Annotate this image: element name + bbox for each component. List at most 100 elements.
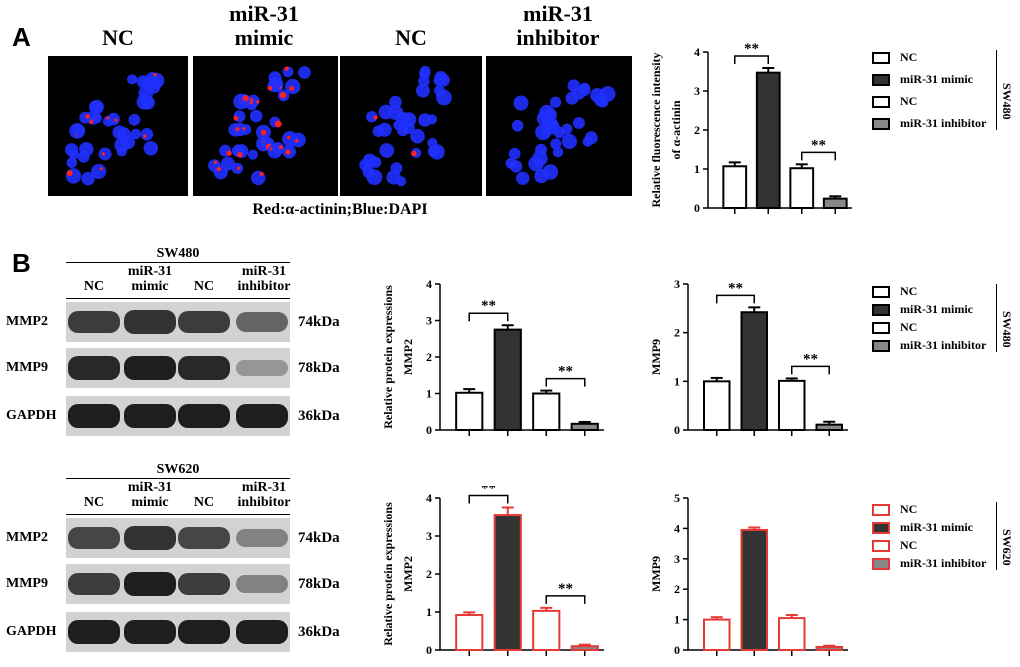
chart-mmp9-sw620: 0 1 2 3 4 5 MMP9 xyxy=(620,486,856,662)
legend-item: NC xyxy=(872,320,917,335)
nucleus-dot xyxy=(572,117,585,130)
blot-strip xyxy=(66,518,290,558)
legend-item: NC xyxy=(872,50,918,65)
y-tick-label: 2 xyxy=(426,567,432,581)
bar-chart-svg: 0 1 2 3 4 Relative fluorescence intensity of α… xyxy=(649,41,852,215)
legend-item: NC xyxy=(872,538,917,553)
blot-strip xyxy=(66,612,290,652)
bar-chart-svg: 0 1 2 3 4 Relative protein expressions MMP2 ** *… xyxy=(381,481,604,657)
blot-kda-label: 36kDa xyxy=(298,624,340,640)
blot-lane-label: miR-31 mimic xyxy=(127,264,173,294)
bar xyxy=(740,311,768,431)
y-tick-label: 0 xyxy=(674,423,680,437)
blot-band xyxy=(236,619,288,645)
blot-band xyxy=(178,310,230,334)
nucleus-dot xyxy=(78,142,94,157)
nucleus-dot xyxy=(597,96,609,108)
bar xyxy=(532,609,561,651)
bar xyxy=(703,380,731,432)
nucleus-dot xyxy=(140,128,154,141)
bar xyxy=(778,617,806,652)
blot-lane-label: NC xyxy=(193,495,215,510)
legend-swatch xyxy=(872,74,890,87)
bar-chart-svg: 0 1 2 3 4 5 MMP9 xyxy=(649,491,848,657)
nucleus-dot xyxy=(291,132,306,148)
nucleus-dot xyxy=(402,121,415,135)
nucleus-dot xyxy=(112,125,127,140)
y-axis-label: Relative protein expressions xyxy=(381,285,395,429)
nucleus-dot xyxy=(550,138,562,150)
significance-bracket xyxy=(545,377,586,387)
legend-label: miR-31 mimic xyxy=(900,72,973,86)
blot-lane-label: NC xyxy=(83,495,105,510)
bar xyxy=(815,645,843,652)
chart-mmp2-sw480: 0 1 2 3 4 Relative protein expressions MMP2 ** *… xyxy=(372,272,612,442)
actinin-dot xyxy=(242,95,249,102)
actinin-dot xyxy=(259,171,264,177)
nucleus-dot xyxy=(240,124,252,135)
legend-item: miR-31 inhibitor xyxy=(872,338,986,353)
y-tick-label: 3 xyxy=(426,529,432,543)
nucleus-dot xyxy=(584,131,598,145)
nucleus-dot xyxy=(389,95,402,109)
nucleus-dot xyxy=(549,96,562,108)
nucleus-dot xyxy=(543,118,560,135)
blot-band xyxy=(236,403,288,429)
micrograph-mimic xyxy=(193,56,338,196)
blot-kda-label: 74kDa xyxy=(298,530,340,546)
actinin-dot xyxy=(237,152,243,158)
chart-mmp9-sw480: 0 1 2 3 MMP9 ** ** xyxy=(620,272,856,442)
actinin-dot xyxy=(260,129,267,136)
legend-item: miR-31 mimic xyxy=(872,520,973,535)
y-tick-label: 0 xyxy=(694,201,700,215)
blot-band xyxy=(68,572,120,596)
nucleus-dot xyxy=(69,149,80,160)
blot-protein-label: GAPDH xyxy=(6,408,57,423)
y-axis-label: MMP9 xyxy=(649,556,663,592)
legend-swatch xyxy=(872,304,890,317)
y-tick-label: 1 xyxy=(674,374,680,388)
nucleus-dot xyxy=(372,125,385,137)
actinin-dot xyxy=(216,166,221,172)
blot-lane-line xyxy=(66,514,290,515)
actinin-dot xyxy=(226,150,232,156)
blot-strip xyxy=(66,302,290,342)
nucleus-dot xyxy=(79,111,92,124)
nucleus-dot xyxy=(415,83,430,98)
legend-item: miR-31 inhibitor xyxy=(872,116,986,131)
nucleus-dot xyxy=(542,164,559,180)
legend-swatch xyxy=(872,340,890,353)
nucleus-dot xyxy=(388,104,404,120)
bar xyxy=(532,392,561,431)
legend-label: NC xyxy=(900,50,918,64)
bar xyxy=(778,379,806,431)
actinin-dot xyxy=(373,115,378,120)
blot-lane-label: miR-31 inhibitor xyxy=(237,480,291,510)
group-label: SW620 xyxy=(1000,529,1014,566)
blot-band xyxy=(236,312,288,332)
blot-band xyxy=(178,356,230,380)
legend-label: NC xyxy=(900,94,918,108)
nucleus-dot xyxy=(509,160,523,173)
significance-bracket xyxy=(468,494,509,504)
blot-band xyxy=(178,619,230,645)
blot-kda-label: 78kDa xyxy=(298,360,340,376)
legend-item: miR-31 mimic xyxy=(872,72,973,87)
blot-strip xyxy=(66,396,290,436)
bar xyxy=(789,167,815,209)
actinin-dot xyxy=(411,150,417,157)
nucleus-dot xyxy=(91,163,107,180)
nucleus-dot xyxy=(102,115,114,127)
actinin-dot xyxy=(289,86,295,91)
y-tick-label: 4 xyxy=(694,45,700,59)
legend-item: NC xyxy=(872,502,917,517)
group-bracket-line xyxy=(996,502,997,570)
nucleus-dot xyxy=(552,146,564,158)
y-tick-label: 1 xyxy=(674,613,680,627)
legend-label: miR-31 mimic xyxy=(900,302,973,316)
blot-strip xyxy=(66,348,290,388)
significance-bracket xyxy=(716,294,755,304)
bar xyxy=(493,328,522,431)
blot-band xyxy=(178,403,230,429)
legend-label: miR-31 inhibitor xyxy=(900,556,987,570)
